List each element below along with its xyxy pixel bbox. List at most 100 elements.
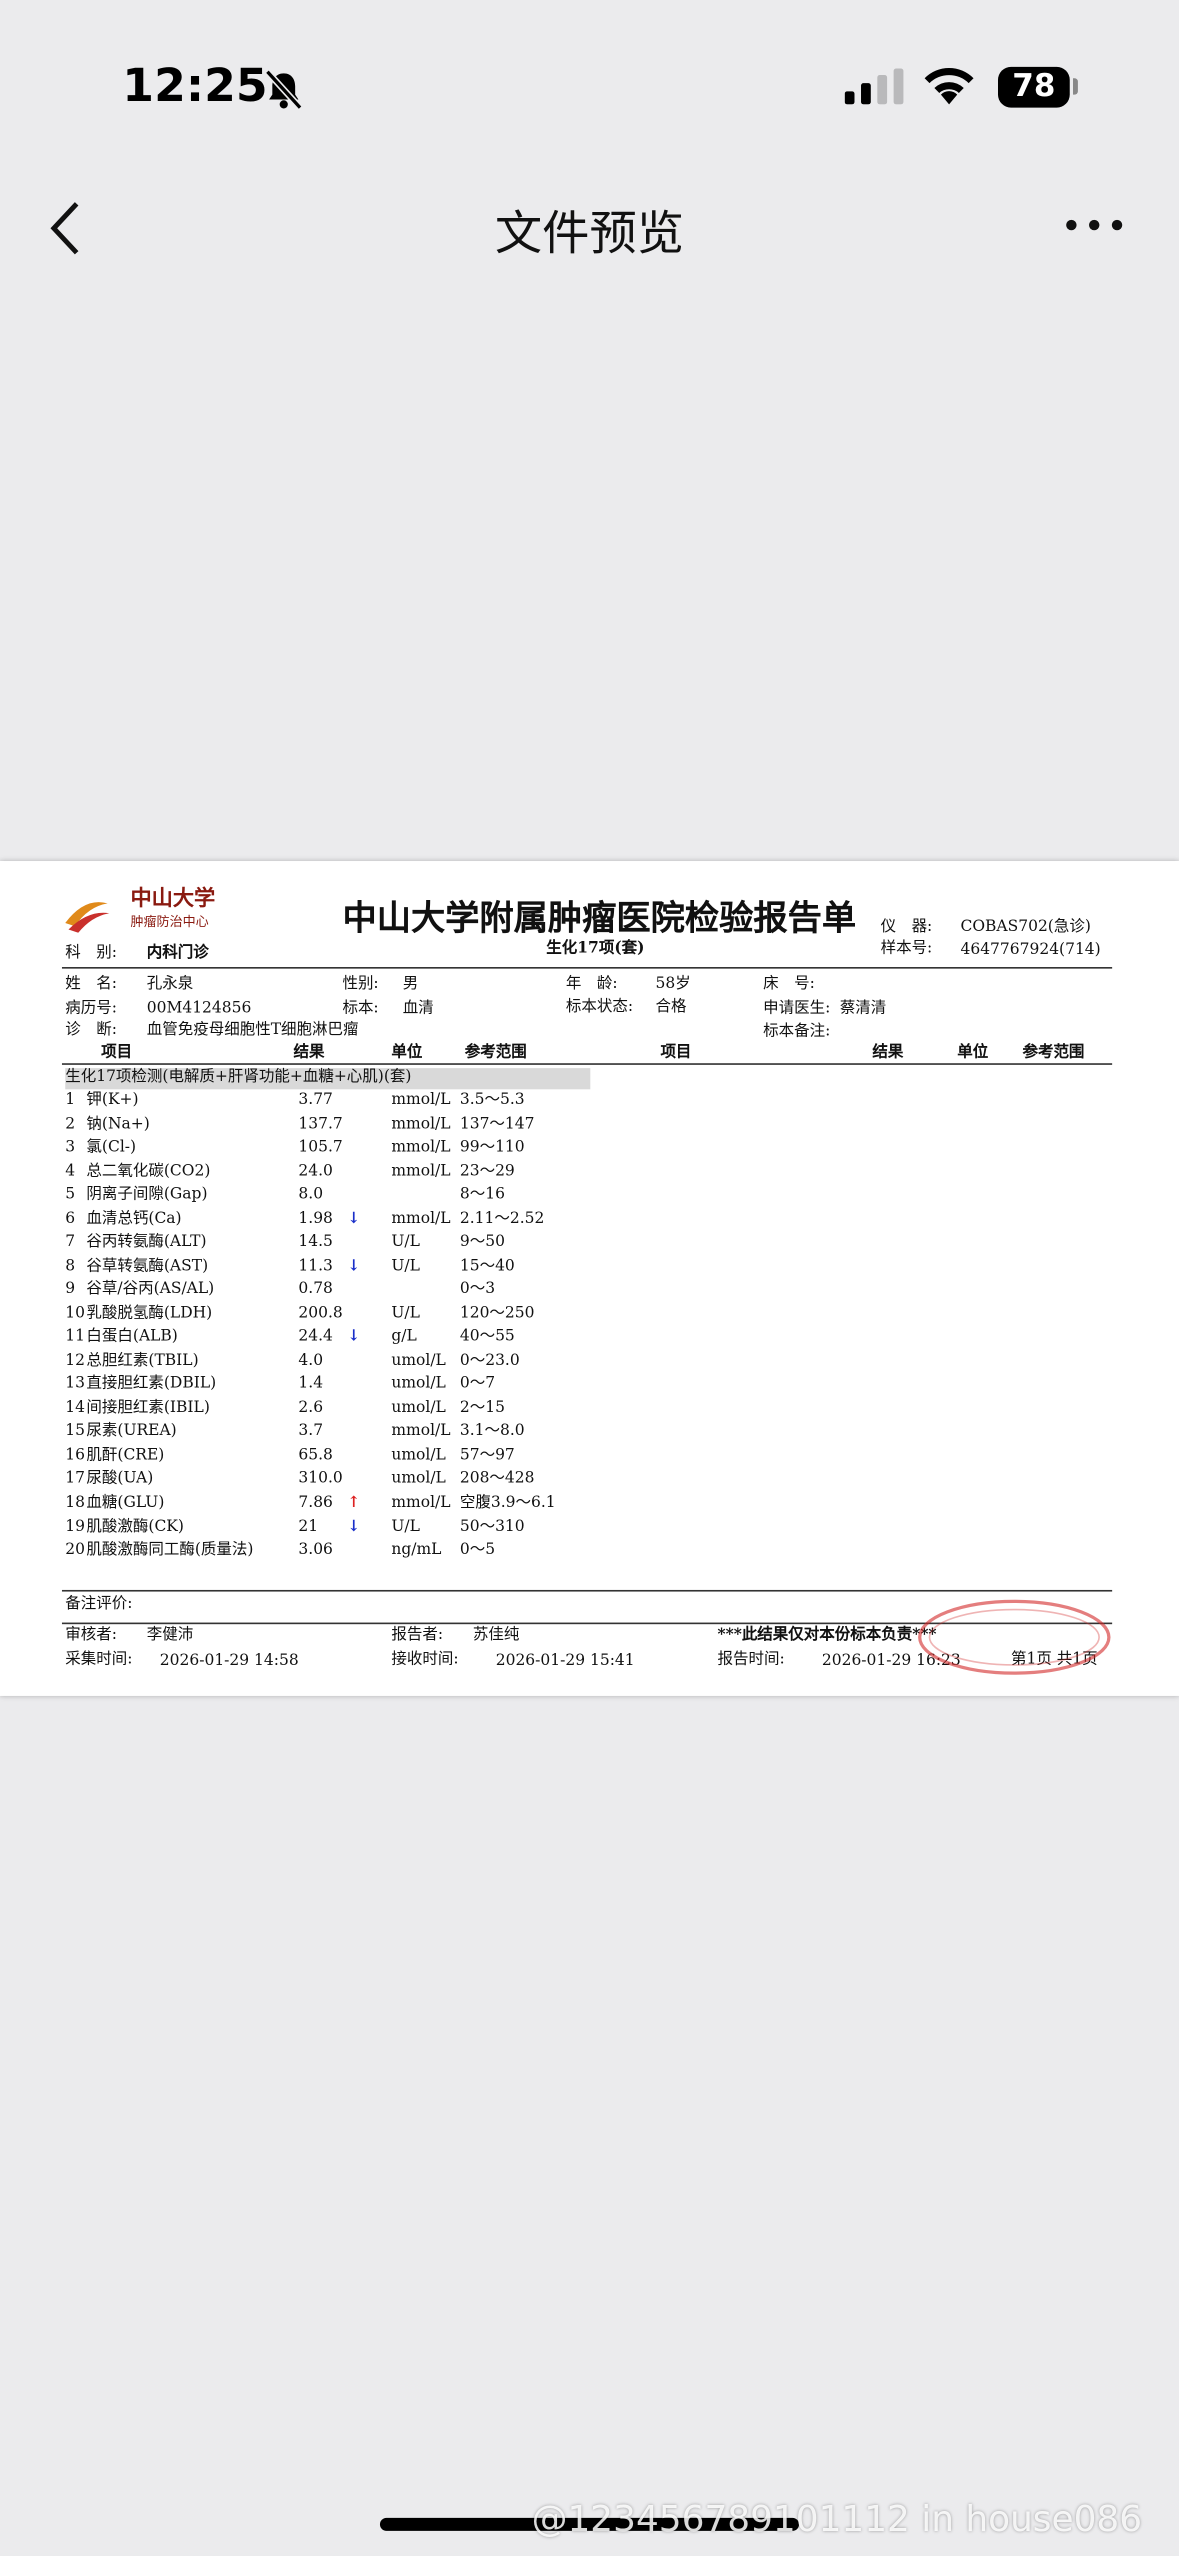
row-number: 2 (65, 1114, 76, 1133)
unit: umol/L (391, 1351, 446, 1370)
test-name: 直接胆红素(DBIL) (86, 1375, 217, 1394)
age: 58岁 (655, 975, 691, 994)
label: 报告者: (391, 1625, 444, 1644)
test-name: 总胆红素(TBIL) (86, 1351, 199, 1370)
test-name: 肌酐(CRE) (86, 1446, 165, 1465)
instrument: COBAS702(急诊) (960, 918, 1091, 937)
test-name: 阴离子间隙(Gap) (86, 1185, 208, 1204)
report-time: 2026-01-29 16:23 (821, 1651, 961, 1670)
test-name: 钾(K+) (86, 1090, 139, 1109)
battery: 78 (997, 66, 1070, 108)
unit: mmol/L (391, 1138, 451, 1157)
reference-range: 0～23.0 (459, 1351, 520, 1370)
unit: umol/L (391, 1470, 446, 1488)
unit: g/L (391, 1327, 417, 1346)
result: 3.7 (298, 1422, 324, 1441)
report-subtitle: 生化17项(套) (546, 939, 645, 958)
group-title: 生化17项检测(电解质+肝肾功能+血糖+心肌)(套) (65, 1068, 412, 1087)
group-band (65, 1068, 591, 1090)
department: 内科门诊 (146, 944, 209, 963)
result: 0.78 (298, 1280, 333, 1299)
reference-range: 137～147 (459, 1114, 535, 1133)
row-number: 5 (65, 1185, 76, 1204)
unit: U/L (391, 1517, 420, 1536)
sample-no: 4647767924(714) (960, 940, 1101, 959)
label: 标本状态: (565, 997, 634, 1016)
flag: ↓ (347, 1517, 361, 1536)
record-no: 00M4124856 (146, 999, 252, 1018)
reference-range: 0～7 (459, 1375, 496, 1394)
test-name: 尿素(UREA) (86, 1422, 177, 1441)
reference-range: 0～3 (459, 1280, 496, 1299)
label: 接收时间: (391, 1650, 459, 1669)
row-number: 12 (65, 1351, 85, 1370)
column-header: 项目 (660, 1043, 692, 1062)
label: 采集时间: (65, 1650, 133, 1669)
column-header: 结果 (872, 1043, 904, 1062)
unit: umol/L (391, 1398, 446, 1417)
test-name: 白蛋白(ALB) (86, 1327, 178, 1346)
reference-range: 23～29 (459, 1162, 515, 1180)
row-number: 15 (65, 1422, 85, 1441)
mute-icon (265, 69, 303, 110)
label: 备注评价: (65, 1594, 133, 1613)
unit: umol/L (391, 1375, 446, 1394)
label: 样本号: (880, 939, 933, 958)
result: 2.6 (298, 1398, 324, 1417)
row-number: 9 (65, 1280, 76, 1299)
row-number: 10 (65, 1304, 85, 1323)
label: 年 龄: (565, 975, 618, 994)
reference-range: 99～110 (459, 1138, 525, 1157)
row-number: 16 (65, 1446, 85, 1465)
test-name: 肌酸激酶(CK) (86, 1517, 184, 1536)
test-name: 肌酸激酶同工酶(质量法) (86, 1541, 254, 1560)
diagnosis: 血管免疫母细胞性T细胞淋巴瘤 (146, 1020, 359, 1039)
reporter: 苏佳纯 (472, 1625, 520, 1644)
reviewer: 李健沛 (146, 1625, 194, 1644)
seal (918, 1599, 1111, 1675)
patient-name: 孔永泉 (146, 975, 194, 994)
reference-range: 3.1～8.0 (459, 1422, 525, 1441)
rule (61, 967, 1113, 969)
row-number: 18 (65, 1493, 85, 1512)
column-header: 项目 (101, 1043, 133, 1062)
report-document[interactable]: 中山大学 肿瘤防治中心 中山大学附属肿瘤医院检验报告单 仪 器: COBAS70… (0, 861, 1179, 1696)
rule (61, 1589, 1113, 1592)
reference-range: 2～15 (459, 1398, 505, 1417)
label: 科 别: (65, 944, 117, 963)
result: 200.8 (298, 1304, 343, 1323)
unit: mmol/L (391, 1090, 451, 1109)
unit: U/L (391, 1233, 420, 1252)
row-number: 7 (65, 1233, 76, 1252)
test-name: 乳酸脱氢酶(LDH) (86, 1304, 213, 1323)
reference-range: 2.11～2.52 (459, 1209, 545, 1228)
battery-cap (1073, 78, 1078, 95)
reference-range: 120～250 (459, 1304, 535, 1323)
collect-time: 2026-01-29 14:58 (159, 1651, 299, 1670)
label: 报告时间: (717, 1650, 785, 1669)
unit: U/L (391, 1304, 420, 1323)
flag: ↓ (347, 1327, 361, 1346)
test-name: 钠(Na+) (86, 1114, 150, 1133)
result: 8.0 (298, 1185, 324, 1204)
result: 1.4 (298, 1375, 324, 1394)
reference-range: 空腹3.9～6.1 (459, 1493, 556, 1512)
label: 标本: (342, 999, 379, 1018)
page-title: 文件预览 (494, 205, 685, 261)
reference-range: 3.5～5.3 (459, 1090, 525, 1109)
row-number: 14 (65, 1398, 85, 1417)
logo-sub: 肿瘤防治中心 (130, 914, 209, 930)
battery-level: 78 (1012, 68, 1056, 105)
more-button[interactable] (1063, 215, 1125, 235)
unit: mmol/L (391, 1209, 451, 1228)
back-button[interactable] (46, 199, 85, 258)
rule (61, 1063, 1113, 1065)
row-number: 4 (65, 1162, 76, 1180)
result: 310.0 (298, 1470, 343, 1488)
unit: mmol/L (391, 1493, 451, 1512)
result: 65.8 (298, 1446, 333, 1465)
reference-range: 57～97 (459, 1446, 515, 1465)
test-name: 谷草转氨酶(AST) (86, 1256, 209, 1275)
result: 24.0 (298, 1162, 333, 1180)
